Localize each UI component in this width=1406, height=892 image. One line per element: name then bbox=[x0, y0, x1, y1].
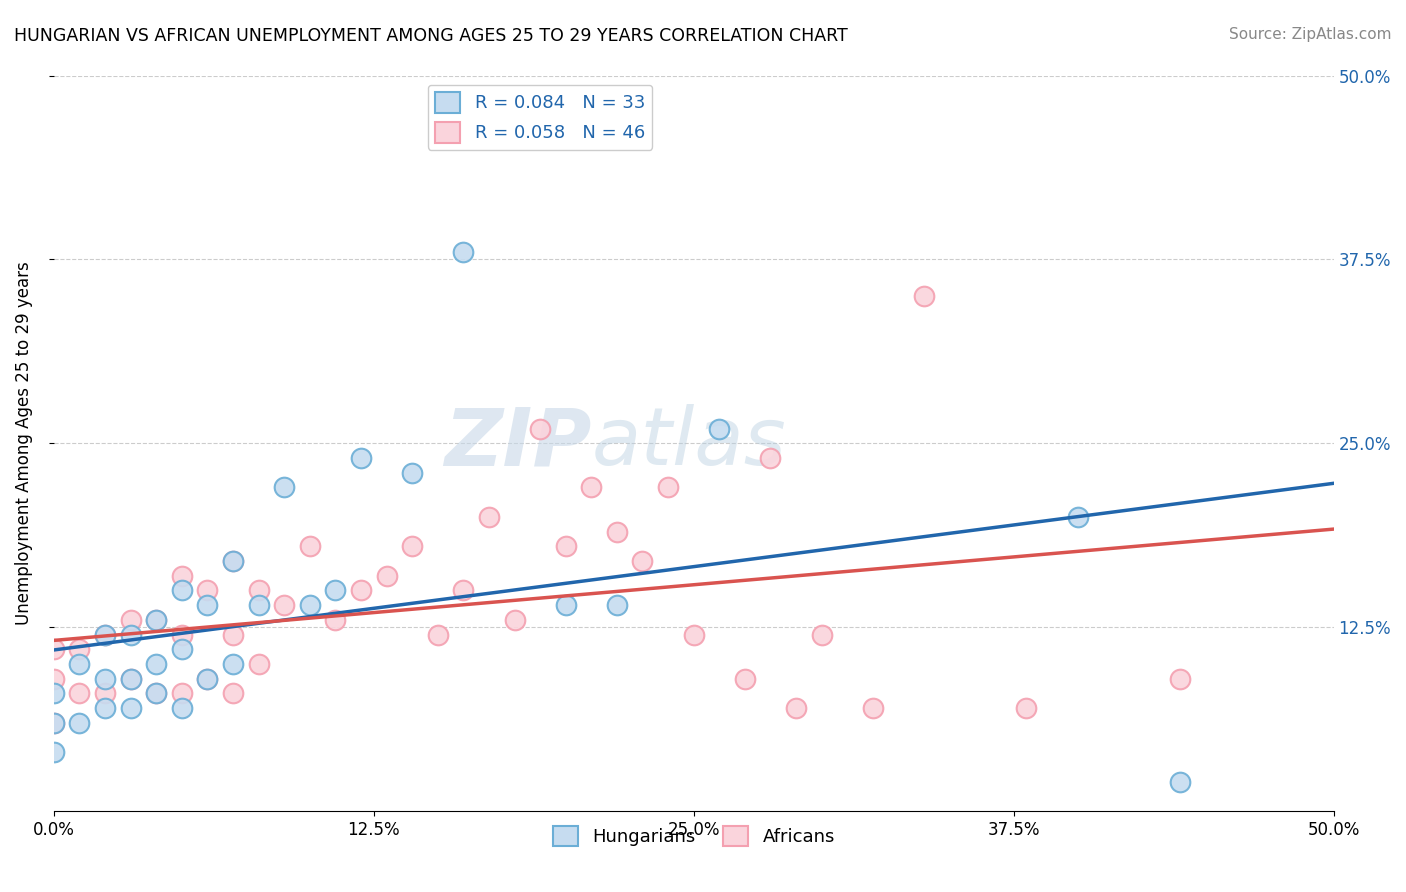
Point bbox=[785, 701, 807, 715]
Point bbox=[197, 598, 219, 612]
Text: Source: ZipAtlas.com: Source: ZipAtlas.com bbox=[1229, 27, 1392, 42]
Point bbox=[42, 642, 65, 657]
Point bbox=[1168, 774, 1191, 789]
Point bbox=[478, 510, 501, 524]
Point bbox=[170, 642, 193, 657]
Point bbox=[453, 245, 475, 260]
Point bbox=[810, 627, 832, 641]
Point bbox=[1015, 701, 1038, 715]
Point bbox=[170, 686, 193, 700]
Point bbox=[247, 657, 270, 671]
Point bbox=[503, 613, 526, 627]
Point bbox=[170, 568, 193, 582]
Point bbox=[197, 583, 219, 598]
Text: HUNGARIAN VS AFRICAN UNEMPLOYMENT AMONG AGES 25 TO 29 YEARS CORRELATION CHART: HUNGARIAN VS AFRICAN UNEMPLOYMENT AMONG … bbox=[14, 27, 848, 45]
Text: ZIP: ZIP bbox=[444, 404, 592, 483]
Point bbox=[170, 627, 193, 641]
Point bbox=[734, 672, 756, 686]
Point bbox=[375, 568, 398, 582]
Point bbox=[759, 451, 782, 466]
Point bbox=[145, 686, 167, 700]
Point bbox=[606, 598, 628, 612]
Point bbox=[94, 672, 117, 686]
Y-axis label: Unemployment Among Ages 25 to 29 years: Unemployment Among Ages 25 to 29 years bbox=[15, 261, 32, 625]
Point bbox=[222, 554, 245, 568]
Point bbox=[862, 701, 884, 715]
Point bbox=[222, 686, 245, 700]
Point bbox=[401, 539, 423, 553]
Point bbox=[682, 627, 704, 641]
Point bbox=[170, 701, 193, 715]
Point bbox=[67, 715, 90, 730]
Point bbox=[222, 657, 245, 671]
Point bbox=[197, 672, 219, 686]
Point bbox=[42, 715, 65, 730]
Point bbox=[120, 627, 142, 641]
Point bbox=[453, 583, 475, 598]
Text: atlas: atlas bbox=[592, 404, 786, 483]
Point bbox=[606, 524, 628, 539]
Point bbox=[1168, 672, 1191, 686]
Point bbox=[145, 613, 167, 627]
Point bbox=[401, 466, 423, 480]
Point bbox=[529, 422, 551, 436]
Point bbox=[657, 481, 679, 495]
Point bbox=[42, 686, 65, 700]
Point bbox=[120, 613, 142, 627]
Point bbox=[273, 481, 295, 495]
Point bbox=[197, 672, 219, 686]
Point bbox=[145, 657, 167, 671]
Point bbox=[94, 627, 117, 641]
Point bbox=[350, 583, 373, 598]
Point bbox=[222, 627, 245, 641]
Point bbox=[94, 701, 117, 715]
Point bbox=[94, 686, 117, 700]
Point bbox=[1066, 510, 1088, 524]
Point bbox=[94, 627, 117, 641]
Point bbox=[325, 613, 347, 627]
Legend: Hungarians, Africans: Hungarians, Africans bbox=[546, 818, 842, 854]
Point bbox=[912, 289, 935, 303]
Point bbox=[42, 715, 65, 730]
Point bbox=[554, 598, 576, 612]
Point bbox=[67, 686, 90, 700]
Point bbox=[350, 451, 373, 466]
Point bbox=[67, 657, 90, 671]
Point bbox=[42, 672, 65, 686]
Point bbox=[273, 598, 295, 612]
Point bbox=[247, 598, 270, 612]
Point bbox=[145, 613, 167, 627]
Point bbox=[120, 672, 142, 686]
Point bbox=[247, 583, 270, 598]
Point bbox=[581, 481, 603, 495]
Point bbox=[709, 422, 731, 436]
Point bbox=[325, 583, 347, 598]
Point bbox=[42, 745, 65, 759]
Point bbox=[631, 554, 654, 568]
Point bbox=[120, 701, 142, 715]
Point bbox=[222, 554, 245, 568]
Point bbox=[67, 642, 90, 657]
Point bbox=[298, 598, 321, 612]
Point bbox=[426, 627, 449, 641]
Point bbox=[170, 583, 193, 598]
Point bbox=[554, 539, 576, 553]
Point bbox=[120, 672, 142, 686]
Point bbox=[145, 686, 167, 700]
Point bbox=[298, 539, 321, 553]
